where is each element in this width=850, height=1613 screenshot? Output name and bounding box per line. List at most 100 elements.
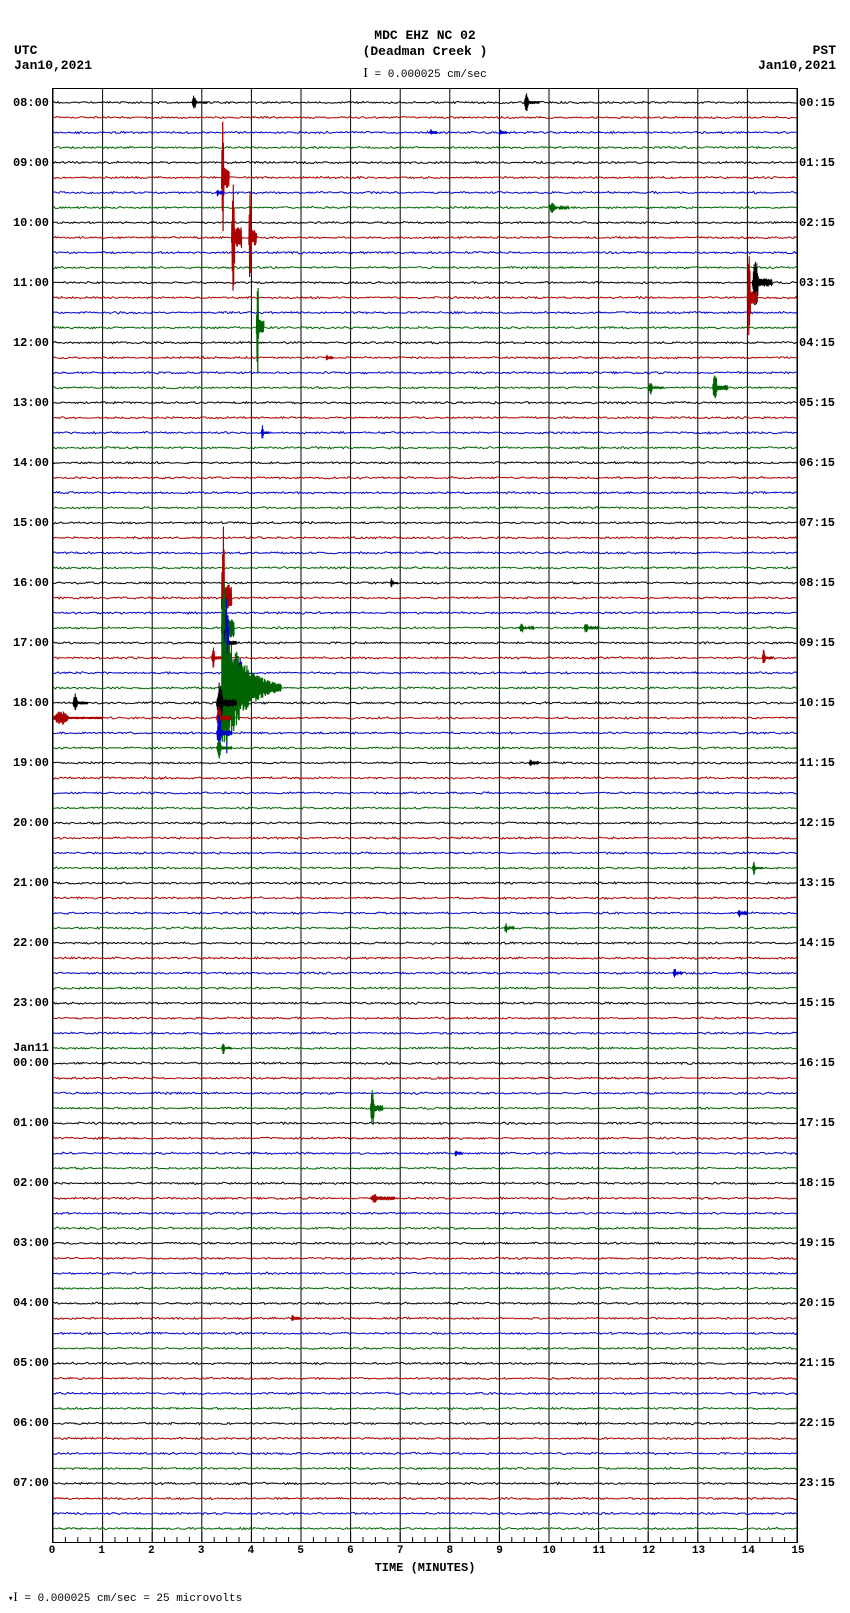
seismic-event	[370, 1090, 382, 1125]
pst-time-label: 10:15	[799, 696, 835, 710]
seismic-event	[673, 969, 683, 977]
x-tick: 4	[248, 1545, 255, 1557]
seismic-trace	[53, 1197, 797, 1199]
seismic-trace	[53, 672, 797, 674]
x-tick: 13	[692, 1545, 705, 1557]
utc-time-label: 04:00	[13, 1296, 49, 1310]
seismic-event	[192, 96, 207, 109]
seismic-trace	[53, 972, 797, 974]
seismic-trace	[53, 627, 797, 629]
seismic-trace	[53, 282, 797, 284]
utc-time-label: 00:00	[13, 1056, 49, 1070]
tz-right: PST Jan10,2021	[758, 44, 836, 74]
seismic-trace	[53, 612, 797, 614]
seismic-trace	[53, 867, 797, 869]
seismic-trace	[53, 1317, 797, 1319]
x-axis-label: TIME (MINUTES)	[375, 1561, 476, 1575]
x-tick: 8	[447, 1545, 454, 1557]
seismic-trace	[53, 1077, 797, 1079]
seismic-trace	[53, 1287, 797, 1289]
seismic-trace	[53, 1137, 797, 1139]
seismic-trace	[53, 957, 797, 959]
seismic-trace	[53, 1257, 797, 1259]
seismic-trace	[53, 1437, 797, 1439]
utc-time-label: 10:00	[13, 216, 49, 230]
seismic-trace	[53, 357, 797, 359]
seismic-event	[53, 712, 103, 725]
seismic-trace	[53, 417, 797, 419]
seismic-trace	[53, 777, 797, 779]
seismic-trace	[53, 1467, 797, 1469]
x-tick: 14	[742, 1545, 755, 1557]
seismic-event	[752, 862, 762, 875]
utc-time-label: 06:00	[13, 1416, 49, 1430]
seismic-trace	[53, 942, 797, 944]
utc-time-label: 14:00	[13, 456, 49, 470]
seismic-event	[529, 760, 539, 766]
pst-time-label: 20:15	[799, 1296, 835, 1310]
seismic-trace	[53, 131, 797, 133]
seismic-trace	[53, 537, 797, 539]
seismic-trace	[53, 191, 797, 193]
pst-time-label: 02:15	[799, 216, 835, 230]
seismic-trace	[53, 582, 797, 584]
x-tick: 5	[297, 1545, 304, 1557]
seismic-trace	[53, 252, 797, 254]
x-tick: 2	[148, 1545, 155, 1557]
seismic-trace	[53, 1452, 797, 1454]
seismic-trace	[53, 1512, 797, 1514]
seismic-event	[549, 203, 569, 213]
seismic-trace	[53, 1332, 797, 1334]
seismic-trace	[53, 477, 797, 479]
seismic-trace	[53, 432, 797, 434]
seismic-trace	[53, 702, 797, 704]
station-name: (Deadman Creek )	[0, 44, 850, 60]
seismic-trace	[53, 237, 797, 239]
seismic-event	[222, 122, 230, 232]
seismic-trace	[53, 522, 797, 524]
seismic-trace	[53, 1182, 797, 1184]
seismic-trace	[53, 176, 797, 178]
scale-indicator: I = 0.000025 cm/sec	[0, 66, 850, 82]
seismic-trace	[53, 507, 797, 509]
utc-time-label: 11:00	[13, 276, 49, 290]
seismic-trace	[53, 1152, 797, 1154]
utc-time-label: 19:00	[13, 756, 49, 770]
seismic-trace	[53, 402, 797, 404]
x-tick: 12	[642, 1545, 655, 1557]
seismic-trace	[53, 206, 797, 208]
pst-time-label: 12:15	[799, 816, 835, 830]
x-tick: 3	[198, 1545, 205, 1557]
utc-time-label: 20:00	[13, 816, 49, 830]
pst-time-label: 11:15	[799, 756, 835, 770]
seismic-trace	[53, 987, 797, 989]
pst-time-label: 22:15	[799, 1416, 835, 1430]
seismic-event	[524, 93, 539, 111]
seismic-event	[256, 288, 263, 374]
x-tick: 11	[592, 1545, 605, 1557]
pst-time-label: 07:15	[799, 516, 835, 530]
utc-time-label: 16:00	[13, 576, 49, 590]
seismic-trace	[53, 552, 797, 554]
station-code: MDC EHZ NC 02	[0, 28, 850, 44]
seismic-trace	[53, 912, 797, 914]
seismic-trace	[53, 807, 797, 809]
x-tick: 6	[347, 1545, 354, 1557]
utc-time-label: 17:00	[13, 636, 49, 650]
seismic-event	[430, 129, 437, 134]
pst-time-label: 18:15	[799, 1176, 835, 1190]
seismic-trace	[53, 327, 797, 329]
pst-time-label: 17:15	[799, 1116, 835, 1130]
footer-scale: ▾I = 0.000025 cm/sec = 25 microvolts	[8, 1589, 242, 1605]
seismic-event	[762, 650, 772, 663]
pst-time-label: 16:15	[799, 1056, 835, 1070]
seismic-trace	[53, 687, 797, 689]
seismic-trace	[53, 1272, 797, 1274]
seismic-event	[738, 910, 748, 917]
utc-time-label: 03:00	[13, 1236, 49, 1250]
pst-time-label: 21:15	[799, 1356, 835, 1370]
seismic-trace	[53, 597, 797, 599]
seismic-trace	[53, 822, 797, 824]
seismic-trace	[53, 492, 797, 494]
seismic-trace	[53, 657, 797, 659]
